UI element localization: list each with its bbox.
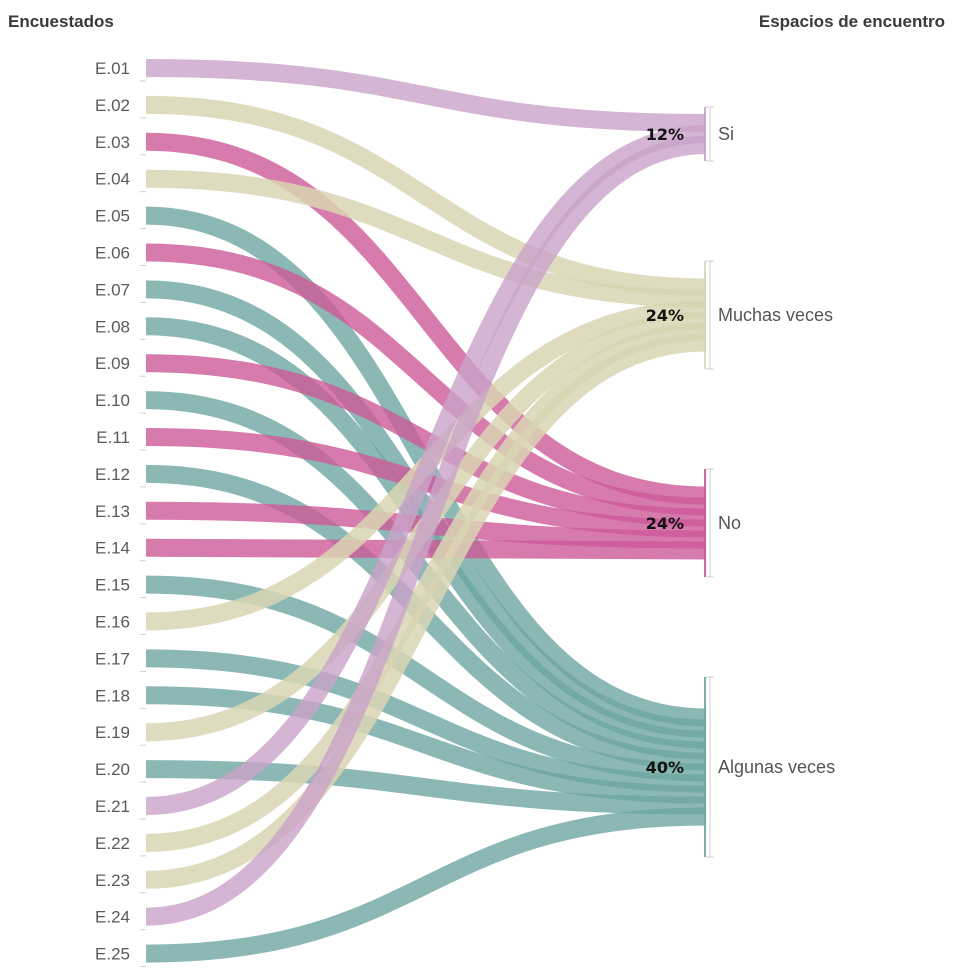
respondent-label: E.24	[95, 908, 130, 927]
target-percent-label: 24%	[646, 514, 684, 533]
respondent-label: E.22	[95, 834, 130, 853]
respondent-label: E.04	[95, 170, 130, 189]
target-node-bar	[704, 261, 706, 369]
respondent-label: E.02	[95, 96, 130, 115]
target-node-bar	[704, 677, 706, 857]
respondent-label: E.07	[95, 280, 130, 299]
flow-link-e06	[145, 243, 707, 516]
axis-ticks	[140, 80, 146, 968]
respondent-label: E.16	[95, 613, 130, 632]
respondent-label: E.13	[95, 502, 130, 521]
respondent-label: E.11	[96, 428, 130, 447]
respondent-label: E.03	[95, 133, 130, 152]
flow-link-e23	[145, 333, 707, 889]
respondent-label: E.20	[95, 760, 130, 779]
target-node-bar	[704, 107, 706, 161]
respondent-label: E.05	[95, 207, 130, 226]
flow-link-e02	[145, 95, 707, 297]
respondent-label: E.12	[95, 465, 130, 484]
respondent-label: E.10	[95, 391, 130, 410]
flow-link-e21	[145, 125, 707, 815]
target-percent-label: 12%	[646, 125, 684, 144]
respondent-label: E.01	[95, 59, 130, 78]
flow-link-e01	[145, 59, 707, 132]
respondent-label: E.06	[95, 244, 130, 263]
flow-links	[145, 59, 707, 963]
respondent-label: E.21	[95, 797, 130, 816]
target-categories: 12% Si 24% Muchas veces 24% No 40% Algunas vece…	[646, 106, 835, 858]
respondent-label: E.19	[95, 723, 130, 742]
respondent-label: E.14	[95, 539, 130, 558]
respondent-label: E.09	[95, 354, 130, 373]
flow-link-e25	[145, 807, 707, 963]
flow-link-e24	[145, 136, 707, 926]
target-name-label: Algunas veces	[718, 757, 835, 777]
meeting-spaces-header: Espacios de encuentro	[759, 12, 945, 31]
target-name-label: Si	[718, 124, 734, 144]
target-name-label: No	[718, 513, 741, 533]
flow-link-e09	[145, 354, 707, 527]
respondents-header: Encuestados	[8, 12, 114, 31]
flow-link-e22	[145, 322, 707, 852]
respondent-label: E.15	[95, 576, 130, 595]
target-percent-label: 24%	[646, 306, 684, 325]
target-node-bar	[704, 469, 706, 577]
respondent-label: E.23	[95, 871, 130, 890]
flow-link-e04	[145, 169, 707, 308]
target-percent-label: 40%	[646, 758, 684, 777]
flow-link-e17	[145, 649, 707, 793]
flow-link-e03	[145, 132, 707, 505]
respondent-label: E.17	[95, 649, 130, 668]
respondent-label: E.18	[95, 686, 130, 705]
respondent-labels: E.01 E.02 E.03 E.04 E.05 E.06 E.07 E.08 E.09 E.10…	[95, 59, 130, 964]
target-name-label: Muchas veces	[718, 305, 833, 325]
respondent-label: E.08	[95, 317, 130, 336]
respondent-label: E.25	[95, 945, 130, 964]
